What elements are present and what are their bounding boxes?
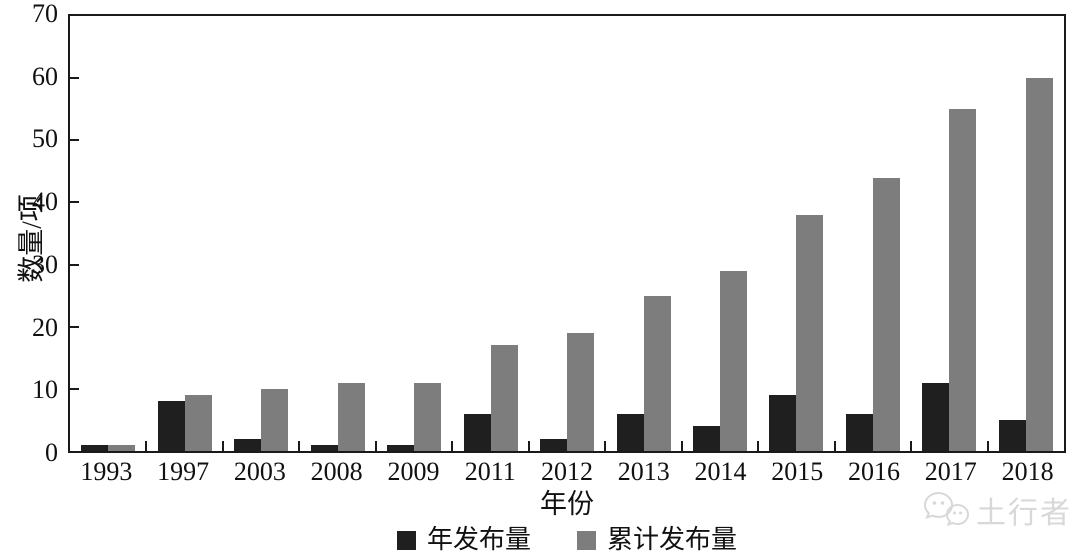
y-tick-label-60: 60 bbox=[32, 61, 58, 91]
x-axis-tick bbox=[986, 441, 989, 451]
legend-item-累计发布量: 累计发布量 bbox=[577, 525, 737, 555]
bar-年发布量-2014 bbox=[692, 426, 720, 451]
y-axis-tick bbox=[70, 77, 79, 80]
bar-年发布量-2011 bbox=[463, 413, 491, 451]
y-tick-label-20: 20 bbox=[32, 312, 58, 342]
x-axis-tick bbox=[221, 441, 224, 451]
y-tick-label-30: 30 bbox=[32, 249, 58, 279]
bar-group-2014 bbox=[682, 16, 760, 451]
legend-item-年发布量: 年发布量 bbox=[396, 525, 531, 555]
x-axis-tick bbox=[604, 441, 607, 451]
bar-累计发布量-2018 bbox=[1025, 78, 1053, 451]
bar-年发布量-1997 bbox=[157, 401, 185, 451]
x-tick-label-2003: 2003 bbox=[233, 457, 286, 486]
bar-累计发布量-1993 bbox=[108, 444, 136, 451]
bar-累计发布量-2003 bbox=[261, 388, 289, 451]
legend-label: 年发布量 bbox=[426, 525, 531, 554]
bar-年发布量-2018 bbox=[998, 419, 1026, 451]
x-tick-label-2018: 2018 bbox=[1001, 457, 1054, 486]
x-axis-tick bbox=[910, 441, 913, 451]
x-axis-tick bbox=[833, 441, 836, 451]
x-axis-tick-labels: 1993 1997 2003 2008 2009 2011 2012 2013 2014 2015… bbox=[68, 457, 1066, 487]
y-tick-label-40: 40 bbox=[32, 187, 58, 217]
bar-年发布量-2016 bbox=[845, 413, 873, 451]
bar-年发布量-2013 bbox=[616, 413, 644, 451]
x-tick-label-2017: 2017 bbox=[924, 457, 977, 486]
bar-年发布量-2012 bbox=[540, 438, 568, 451]
x-tick-label-2016: 2016 bbox=[848, 457, 901, 486]
bar-累计发布量-2016 bbox=[872, 177, 900, 451]
y-tick-label-70: 70 bbox=[32, 0, 58, 28]
x-axis-tick bbox=[451, 441, 454, 451]
bar-group-2008 bbox=[299, 16, 377, 451]
bar-累计发布量-2014 bbox=[719, 270, 747, 451]
y-axis-tick bbox=[70, 387, 79, 390]
x-tick-label-2014: 2014 bbox=[694, 457, 747, 486]
bar-group-2003 bbox=[223, 16, 301, 451]
x-tick-label-2012: 2012 bbox=[540, 457, 593, 486]
bar-group-2015 bbox=[758, 16, 836, 451]
x-tick-label-2009: 2009 bbox=[387, 457, 440, 486]
x-tick-label-1997: 1997 bbox=[157, 457, 210, 486]
x-tick-label-1993: 1993 bbox=[80, 457, 133, 486]
bar-年发布量-2003 bbox=[234, 438, 262, 451]
bar-group-2016 bbox=[835, 16, 913, 451]
bar-年发布量-2015 bbox=[769, 395, 797, 451]
x-tick-label-2013: 2013 bbox=[617, 457, 670, 486]
watermark: 土行者 bbox=[923, 488, 1072, 532]
bar-累计发布量-2015 bbox=[796, 214, 824, 451]
bar-累计发布量-1997 bbox=[184, 395, 212, 451]
bar-年发布量-1993 bbox=[81, 444, 109, 451]
y-axis-tick bbox=[70, 139, 79, 142]
y-tick-label-10: 10 bbox=[32, 375, 58, 405]
plot-area bbox=[68, 14, 1066, 453]
bar-年发布量-2009 bbox=[387, 444, 415, 451]
y-axis-tick bbox=[70, 201, 79, 204]
x-axis-title: 年份 bbox=[540, 489, 594, 519]
x-tick-label-2011: 2011 bbox=[464, 457, 516, 486]
bar-年发布量-2017 bbox=[922, 382, 950, 451]
bar-group-2012 bbox=[529, 16, 607, 451]
x-tick-label-2015: 2015 bbox=[771, 457, 824, 486]
bar-group-1993 bbox=[70, 16, 148, 451]
x-axis-tick bbox=[680, 441, 683, 451]
x-axis-tick bbox=[298, 441, 301, 451]
bar-group-2009 bbox=[376, 16, 454, 451]
bar-累计发布量-2012 bbox=[567, 332, 595, 451]
legend-swatch bbox=[577, 530, 596, 550]
y-tick-label-50: 50 bbox=[32, 124, 58, 154]
x-axis-tick bbox=[527, 441, 530, 451]
bar-累计发布量-2009 bbox=[414, 382, 442, 451]
x-axis-tick bbox=[374, 441, 377, 451]
wechat-icon bbox=[923, 491, 970, 529]
watermark-text: 土行者 bbox=[976, 497, 1072, 530]
legend: 年发布量 累计发布量 bbox=[68, 525, 1066, 555]
bar-group-2011 bbox=[452, 16, 530, 451]
bar-年发布量-2008 bbox=[310, 444, 338, 451]
bar-累计发布量-2008 bbox=[337, 382, 365, 451]
legend-swatch bbox=[396, 530, 416, 550]
x-axis-tick bbox=[757, 441, 760, 451]
x-tick-label-2008: 2008 bbox=[310, 457, 363, 486]
bar-累计发布量-2011 bbox=[490, 345, 518, 451]
bar-group-2018 bbox=[988, 16, 1064, 451]
bar-累计发布量-2013 bbox=[643, 295, 671, 451]
bar-group-2013 bbox=[605, 16, 683, 451]
bar-group-1997 bbox=[146, 16, 224, 451]
y-tick-label-0: 0 bbox=[45, 438, 58, 467]
x-axis-tick bbox=[145, 441, 148, 451]
bar-group-2017 bbox=[911, 16, 989, 451]
legend-label: 累计发布量 bbox=[607, 525, 738, 554]
bar-累计发布量-2017 bbox=[949, 109, 977, 451]
y-axis-tick bbox=[70, 263, 79, 266]
y-axis-tick bbox=[70, 325, 79, 328]
